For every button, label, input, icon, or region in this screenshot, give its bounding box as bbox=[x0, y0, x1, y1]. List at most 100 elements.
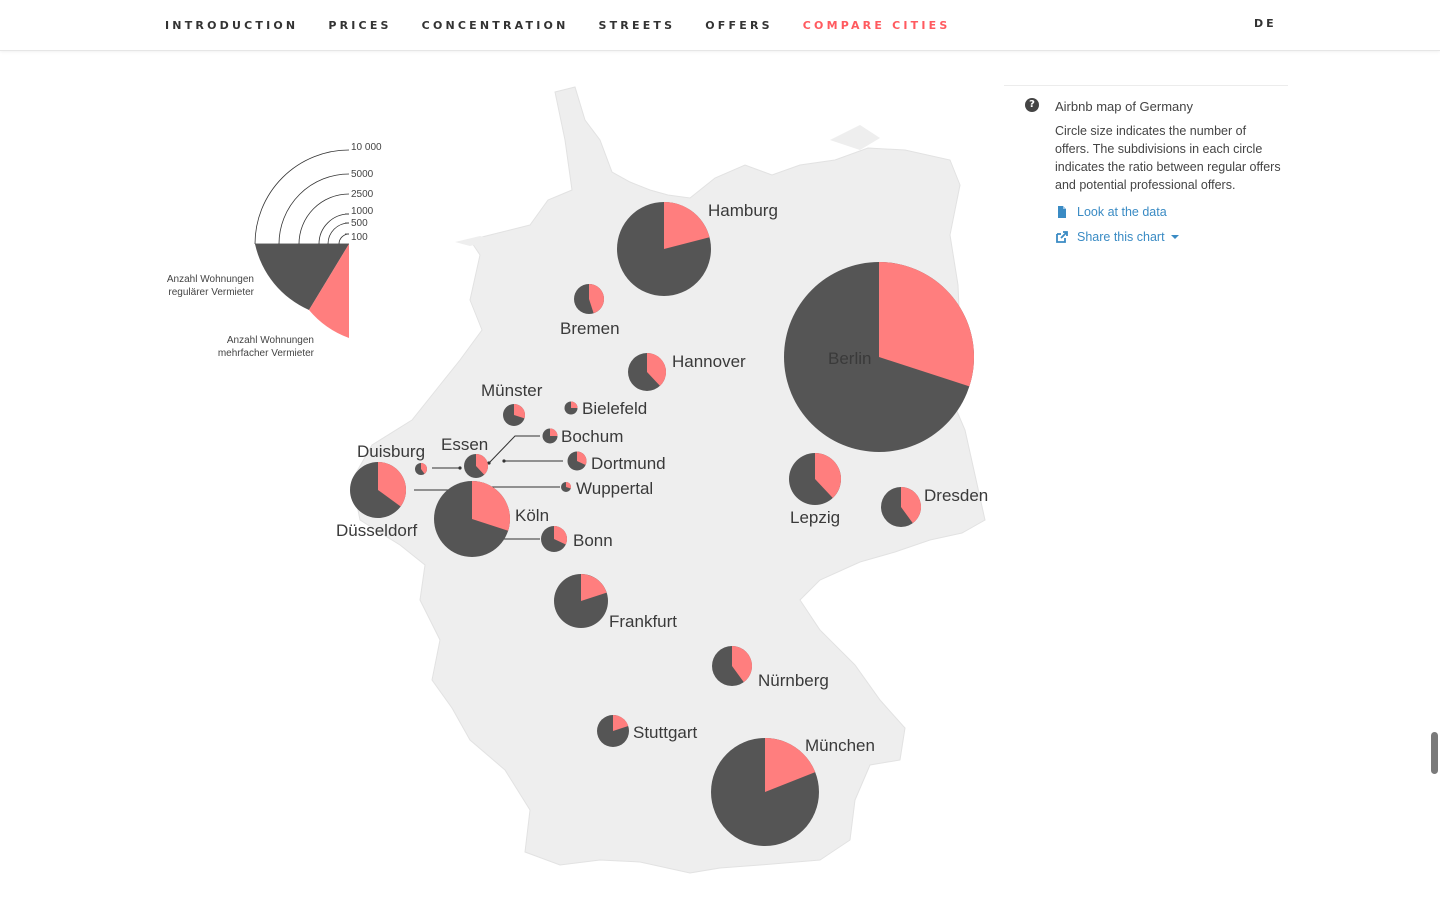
pie-dortmund[interactable] bbox=[567, 451, 587, 471]
share-chart-link[interactable]: Share this chart bbox=[1055, 230, 1288, 244]
chevron-down-icon bbox=[1170, 235, 1179, 239]
legend-size-label: 1000 bbox=[351, 206, 374, 217]
nav-concentration[interactable]: CONCENTRATION bbox=[421, 18, 569, 32]
pie-lepzig[interactable] bbox=[789, 453, 841, 505]
pie-multi-slice bbox=[879, 262, 974, 387]
look-at-data-label: Look at the data bbox=[1077, 205, 1167, 219]
scrollbar-thumb[interactable] bbox=[1431, 732, 1438, 774]
legend-arc bbox=[278, 173, 350, 245]
nav-prices[interactable]: PRICES bbox=[328, 18, 392, 32]
pie-münchen[interactable] bbox=[711, 738, 819, 846]
city-label: Berlin bbox=[828, 349, 871, 368]
pie-multi-slice bbox=[577, 451, 587, 466]
pie-frankfurt[interactable] bbox=[554, 574, 608, 628]
share-chart-label: Share this chart bbox=[1077, 230, 1165, 244]
city-label: Dresden bbox=[924, 486, 988, 505]
leader-dot bbox=[458, 466, 462, 470]
nav-menu: INTRODUCTION PRICES CONCENTRATION STREET… bbox=[165, 0, 981, 50]
city-label: Hannover bbox=[672, 352, 746, 371]
city-label: Duisburg bbox=[357, 442, 425, 461]
city-label: Wuppertal bbox=[576, 479, 653, 498]
legend-size-label: 2500 bbox=[351, 189, 374, 200]
pie-wuppertal[interactable] bbox=[561, 482, 571, 492]
legend-multi-slice bbox=[309, 244, 349, 338]
nav-offers[interactable]: OFFERS bbox=[705, 18, 773, 32]
pie-düsseldorf[interactable] bbox=[350, 462, 406, 518]
document-icon bbox=[1058, 206, 1066, 218]
legend-arc bbox=[338, 233, 350, 245]
pie-multi-slice bbox=[472, 481, 510, 531]
info-description: Circle size indicates the number of offe… bbox=[1055, 124, 1281, 192]
legend-arc bbox=[254, 149, 350, 245]
nav-compare-cities[interactable]: COMPARE CITIES bbox=[802, 18, 951, 32]
city-label: München bbox=[805, 736, 875, 755]
leader-line bbox=[488, 435, 540, 464]
pie-multi-slice bbox=[589, 284, 605, 314]
pie-nürnberg[interactable] bbox=[712, 646, 753, 686]
help-icon[interactable]: ? bbox=[1025, 98, 1039, 112]
pie-multi-slice bbox=[664, 202, 710, 249]
leader-dot bbox=[502, 459, 506, 463]
legend-regular-label: regulärer Vermieter bbox=[168, 287, 254, 298]
city-label: Stuttgart bbox=[633, 723, 698, 742]
pie-multi-slice bbox=[571, 401, 578, 408]
legend-size-label: 10 000 bbox=[351, 142, 382, 153]
pie-hannover[interactable] bbox=[628, 353, 666, 391]
pie-bochum[interactable] bbox=[542, 428, 558, 444]
legend-regular-slice bbox=[255, 244, 349, 310]
legend-size-label: 5000 bbox=[351, 169, 374, 180]
pie-bremen[interactable] bbox=[574, 284, 605, 314]
island-east bbox=[830, 125, 880, 150]
nav-introduction[interactable]: INTRODUCTION bbox=[165, 18, 299, 32]
look-at-data-link[interactable]: Look at the data bbox=[1055, 205, 1288, 219]
legend-size-label: 500 bbox=[351, 218, 368, 229]
pie-multi-slice bbox=[613, 715, 629, 731]
pie-berlin[interactable] bbox=[784, 262, 974, 452]
pie-multi-slice bbox=[581, 574, 607, 601]
pie-multi-slice bbox=[566, 482, 571, 489]
city-label: Bonn bbox=[573, 531, 613, 550]
legend-regular-label: Anzahl Wohnungen bbox=[167, 274, 254, 285]
legend-arc bbox=[318, 213, 350, 245]
pie-hamburg[interactable] bbox=[617, 202, 711, 296]
pie-multi-slice bbox=[765, 738, 816, 792]
city-label: Bremen bbox=[560, 319, 620, 338]
city-label: Bochum bbox=[561, 427, 623, 446]
city-label: Lepzig bbox=[790, 508, 840, 527]
pie-münster[interactable] bbox=[503, 404, 525, 426]
info-title: Airbnb map of Germany bbox=[1055, 99, 1194, 114]
pie-essen[interactable] bbox=[464, 454, 488, 478]
legend-multi-label: Anzahl Wohnungen bbox=[227, 335, 314, 346]
pie-duisburg[interactable] bbox=[415, 463, 427, 475]
nav-streets[interactable]: STREETS bbox=[598, 18, 676, 32]
language-switch[interactable]: DE bbox=[1254, 17, 1277, 30]
pie-bonn[interactable] bbox=[541, 526, 568, 552]
pie-multi-slice bbox=[514, 404, 525, 419]
city-labels: Hamburg Bremen Hannover Berlin Münster Bielef… bbox=[336, 201, 988, 755]
legend-arc bbox=[298, 193, 350, 245]
info-panel: ? Airbnb map of Germany Circle size indi… bbox=[1004, 85, 1288, 244]
city-label: Hamburg bbox=[708, 201, 778, 220]
pie-multi-slice bbox=[378, 462, 406, 507]
pie-köln[interactable] bbox=[434, 481, 510, 557]
legend-arc bbox=[327, 222, 350, 245]
island-north bbox=[455, 236, 495, 246]
pie-stuttgart[interactable] bbox=[597, 715, 629, 747]
pie-multi-slice bbox=[476, 454, 488, 475]
city-label: Essen bbox=[441, 435, 488, 454]
city-label: Dortmund bbox=[591, 454, 666, 473]
pie-multi-slice bbox=[732, 646, 753, 683]
leader-dot bbox=[487, 461, 491, 465]
pie-bielefeld[interactable] bbox=[564, 401, 578, 415]
pie-dresden[interactable] bbox=[881, 487, 921, 527]
city-label: Nürnberg bbox=[758, 671, 829, 690]
pie-multi-slice bbox=[550, 428, 558, 436]
pie-multi-slice bbox=[554, 526, 568, 545]
city-label: Münster bbox=[481, 381, 543, 400]
pie-multi-slice bbox=[421, 463, 427, 474]
city-label: Köln bbox=[515, 506, 549, 525]
legend-multi-label: mehrfacher Vermieter bbox=[218, 348, 315, 359]
legend-size-label: 100 bbox=[351, 232, 368, 243]
